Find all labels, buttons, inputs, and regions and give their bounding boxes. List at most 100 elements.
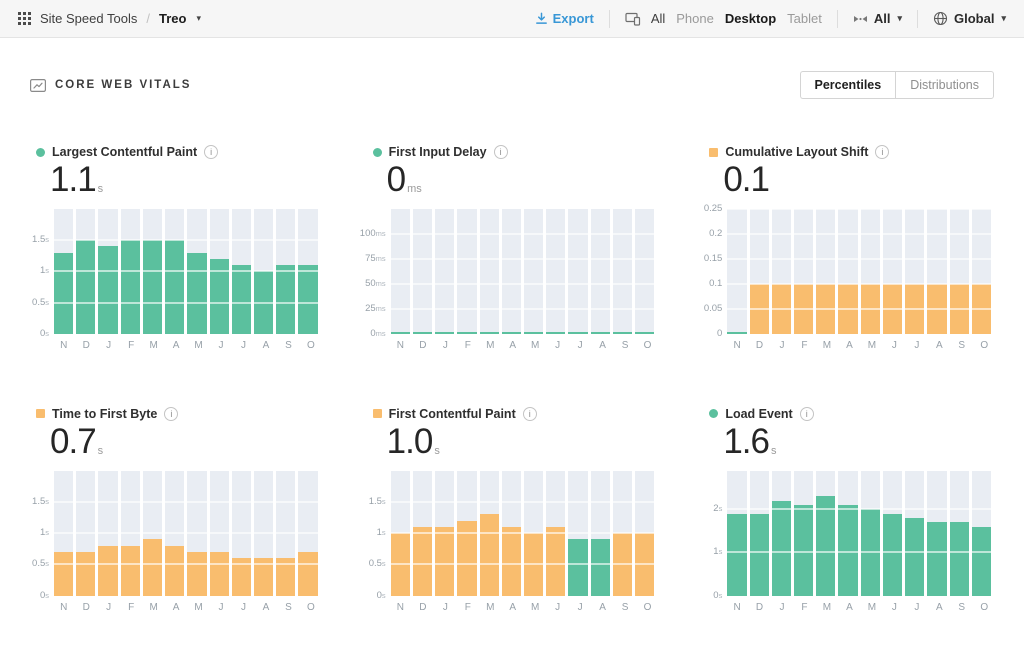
info-icon[interactable]: i — [204, 145, 219, 159]
metric-unit: s — [770, 444, 777, 457]
bar-column[interactable] — [927, 208, 947, 334]
bar-column[interactable] — [905, 470, 925, 596]
info-icon[interactable]: i — [799, 406, 814, 421]
bar-column[interactable] — [390, 208, 410, 334]
bar-column[interactable] — [457, 208, 477, 334]
bar-column[interactable] — [793, 470, 814, 596]
bar-column[interactable] — [971, 208, 991, 334]
x-tick-label: J — [106, 339, 112, 351]
x-tick-label: F — [128, 339, 135, 351]
metric-value-row: 0.1 — [723, 160, 994, 199]
x-tick-label: F — [801, 339, 808, 351]
bar-column[interactable] — [612, 208, 633, 334]
metric-value-row: 1.6 s — [723, 423, 994, 461]
bar-column[interactable] — [905, 208, 925, 334]
toggle-option[interactable]: Percentiles — [799, 71, 896, 99]
legend-marker — [372, 147, 382, 157]
bar-column[interactable] — [882, 208, 903, 334]
bar-column[interactable] — [949, 208, 969, 334]
bar-column[interactable] — [501, 208, 521, 334]
metric-value: 0.1 — [723, 160, 770, 199]
bar-column[interactable] — [793, 208, 814, 334]
bar-column[interactable] — [568, 208, 588, 334]
gridline — [727, 508, 994, 511]
breadcrumb-current-project[interactable]: Treo — [158, 11, 187, 26]
x-tick-label: M — [822, 601, 832, 613]
bar — [727, 331, 747, 334]
metric-title: Cumulative Layout Shift — [725, 145, 869, 159]
toggle-option[interactable]: Distributions — [895, 71, 994, 99]
info-icon[interactable]: i — [164, 406, 179, 421]
x-tick-label: N — [733, 601, 741, 613]
bar — [949, 522, 969, 596]
chart-plot: 0s 0.5s 1s 1.5s — [369, 470, 658, 601]
bar-column[interactable] — [771, 470, 791, 596]
connection-speed-dropdown[interactable]: All ▾ — [853, 11, 902, 26]
y-tick-label: 0.5s — [368, 558, 386, 570]
bar — [98, 545, 118, 596]
bar — [54, 551, 74, 596]
section-header: CORE WEB VITALS Percentiles Distribution… — [30, 71, 994, 99]
x-tick-label: A — [262, 601, 270, 613]
chevron-down-icon[interactable]: ▾ — [196, 13, 201, 23]
bar-column[interactable] — [546, 208, 566, 334]
bar-column[interactable] — [971, 470, 991, 596]
x-tick-label: A — [846, 601, 853, 613]
device-option[interactable]: Phone — [676, 11, 714, 26]
metric-value-row: 1.1 s — [50, 161, 321, 199]
x-tick-label: A — [509, 339, 517, 351]
y-tick-label: 25ms — [365, 302, 386, 314]
bar — [187, 252, 207, 334]
bar-column[interactable] — [749, 470, 769, 596]
y-tick-label: 0s — [39, 589, 49, 601]
chart-legend: Load Event i — [709, 406, 994, 421]
bar-column[interactable] — [479, 208, 499, 334]
bar-column[interactable] — [435, 208, 455, 334]
bar-column[interactable] — [838, 470, 858, 596]
bar-column[interactable] — [949, 470, 969, 596]
device-option[interactable]: All — [650, 11, 666, 26]
bar-column[interactable] — [727, 208, 747, 334]
bar-column[interactable] — [635, 208, 655, 334]
x-tick-label: M — [149, 601, 158, 613]
bar-track — [546, 208, 566, 334]
bar-column[interactable] — [860, 470, 880, 596]
bar-column[interactable] — [749, 208, 769, 334]
gridline — [390, 282, 658, 285]
device-option[interactable]: Tablet — [787, 11, 822, 26]
bar-column[interactable] — [816, 208, 836, 334]
chart-card-load-event: Load Event i 1.6 s 0s 1s 2s N D J F M A M J J A S O — [703, 406, 994, 613]
x-tick-label: M — [822, 339, 832, 351]
bar — [276, 558, 296, 596]
chart-legend: First Input Delay i — [372, 145, 658, 159]
bar-track — [590, 208, 610, 334]
x-tick-label: J — [240, 601, 246, 613]
bar — [142, 240, 163, 334]
region-dropdown[interactable]: Global ▾ — [933, 11, 1006, 26]
export-button[interactable]: Export — [535, 11, 594, 26]
bar-column[interactable] — [727, 470, 747, 596]
bar-column[interactable] — [590, 208, 610, 334]
bar-column[interactable] — [860, 208, 880, 334]
info-icon[interactable]: i — [522, 406, 537, 421]
bar-column[interactable] — [838, 208, 858, 334]
x-tick-label: J — [779, 601, 785, 613]
bar-column[interactable] — [412, 208, 433, 334]
bar-column[interactable] — [771, 208, 791, 334]
breadcrumb: Site Speed Tools / Treo ▾ — [18, 11, 201, 26]
bar-column[interactable] — [816, 470, 836, 596]
y-tick-label: 0.5s — [32, 296, 49, 308]
breadcrumb-root[interactable]: Site Speed Tools — [40, 11, 138, 26]
bar — [412, 331, 433, 334]
x-tick-label: M — [531, 339, 540, 351]
info-icon[interactable]: i — [875, 145, 890, 159]
bar — [120, 545, 140, 596]
info-icon[interactable]: i — [493, 145, 508, 159]
bar-column[interactable] — [927, 470, 947, 596]
bar — [165, 545, 185, 596]
bar-column[interactable] — [882, 470, 903, 596]
device-option[interactable]: Desktop — [724, 11, 777, 26]
y-tick-label: 75ms — [365, 252, 386, 264]
apps-grid-icon[interactable] — [18, 12, 31, 25]
bar-column[interactable] — [523, 208, 544, 334]
